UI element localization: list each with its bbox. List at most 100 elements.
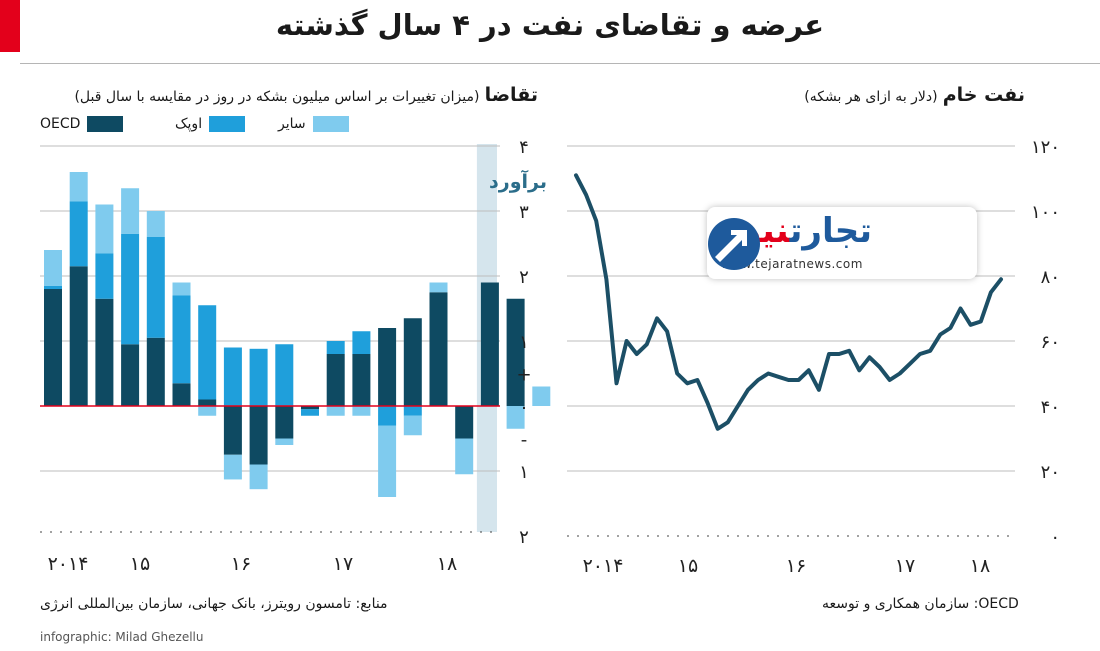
accent-bar <box>0 0 20 52</box>
bar-other <box>249 464 268 490</box>
bar-opec <box>301 409 319 416</box>
y-tick-label: ۶۰ <box>1041 332 1060 353</box>
bar-oecd <box>429 292 448 406</box>
x-tick-label: ۱۸ <box>437 553 457 575</box>
y-tick-label: ۸۰ <box>1041 267 1060 288</box>
bar-other <box>95 204 114 254</box>
logo-globe-icon <box>708 218 760 270</box>
bar-opec <box>69 201 88 267</box>
bar-oecd <box>198 399 217 406</box>
title-divider <box>20 63 1100 64</box>
y-tick-label: ۲ <box>519 267 529 288</box>
bar-other <box>198 406 217 416</box>
bar-oecd <box>249 406 268 465</box>
bar-other <box>506 406 525 429</box>
bar-opec <box>403 406 422 416</box>
bar-oecd <box>403 318 422 406</box>
bar-oecd <box>44 289 62 406</box>
bar-oecd <box>301 406 319 410</box>
price-chart-subtitle: (دلار به ازای هر بشکه) <box>804 89 938 105</box>
bar-opec <box>326 341 345 354</box>
bar-oecd <box>455 406 474 439</box>
bar-opec <box>352 331 371 354</box>
x-tick-label: ۱۶ <box>231 553 251 575</box>
bar-opec <box>223 347 242 406</box>
bar-opec <box>146 237 165 338</box>
y-tick-label: ۰ <box>1050 527 1060 548</box>
bar-other <box>69 172 88 202</box>
x-tick-label: ۱۷ <box>333 553 353 575</box>
legend-swatch-oecd <box>87 116 124 132</box>
bar-oecd <box>223 406 242 455</box>
price-chart-title: نفت خام <box>942 84 1025 106</box>
legend-item-other: سایر <box>278 116 349 132</box>
bar-other <box>352 406 371 416</box>
bar-oecd <box>326 354 345 406</box>
demand-chart-header: تقاضا (میزان تغییرات بر اساس میلیون بشکه… <box>8 84 538 106</box>
logo-url: www.tejaratnews.com <box>721 257 863 271</box>
infographic-credit: infographic: Milad Ghezellu <box>40 630 204 644</box>
chart-legend: OECD اوپک سایر <box>40 116 349 138</box>
y-tick-label: - <box>521 430 528 451</box>
x-tick-label: ۱۷ <box>895 555 915 577</box>
y-tick-label: ۴ <box>519 137 529 158</box>
legend-swatch-opec <box>209 116 246 132</box>
tejaratnews-logo: تجارتنیوز www.tejaratnews.com <box>707 207 977 279</box>
oil-price-line-chart: ۱۲۰ ۱۰۰ ۸۰ ۶۰ ۴۰ ۲۰ ۰ ۲۰۱۴ ۱۵ ۱۶ ۱۷ ۱۸ <box>567 137 1060 577</box>
legend-item-oecd: OECD <box>40 116 124 132</box>
bar-oecd <box>121 344 140 406</box>
logo-name-blue: تجارت <box>789 211 873 251</box>
legend-label-oecd: OECD <box>40 116 81 132</box>
bar-opec <box>95 253 114 299</box>
x-tick-label: ۱۵ <box>678 555 698 577</box>
y-tick-label: + <box>516 365 531 386</box>
forecast-label: برآورد <box>489 169 547 193</box>
y-tick-label: ۱۰۰ <box>1031 202 1060 223</box>
bar-opec <box>198 305 217 400</box>
y-tick-label: ۳ <box>519 202 529 223</box>
bar-opec <box>249 348 268 406</box>
x-tick-label: ۱۸ <box>970 555 990 577</box>
source-note: منابع: تامسون رویترز، بانک جهانی، سازمان… <box>40 596 388 612</box>
y-tick-label: ۱۲۰ <box>1031 137 1060 158</box>
bar-oecd <box>275 406 294 439</box>
y-tick-label: ۴۰ <box>1041 397 1060 418</box>
bar-opec <box>172 295 191 384</box>
bar-other <box>146 211 165 237</box>
demand-chart-subtitle: (میزان تغییرات بر اساس میلیون بشکه در رو… <box>74 89 480 105</box>
demand-chart-title: تقاضا <box>484 84 538 106</box>
price-line <box>574 173 1003 431</box>
legend-label-other: سایر <box>278 116 306 132</box>
bar-opec <box>44 285 62 289</box>
bar-opec <box>275 344 294 406</box>
x-tick-label: ۲۰۱۴ <box>583 555 624 577</box>
demand-bar-chart: برآورد ۴ ۳ ۲ ۱ +۰ - ۱ ۲ ۲۰۱۴ ۱۵ ۱۶ ۱۷ ۱۸ <box>40 137 551 575</box>
bar-oecd <box>69 266 88 406</box>
bar-opec <box>121 233 140 345</box>
page-title: عرضه و تقاضای نفت در ۴ سال گذشته <box>275 8 825 42</box>
y-tick-label: ۰ <box>519 397 529 418</box>
y-tick-label: ۱ <box>519 462 529 483</box>
x-tick-label: ۲۰۱۴ <box>48 553 89 575</box>
legend-label-opec: اوپک <box>175 116 203 132</box>
bar-opec <box>378 406 397 426</box>
legend-swatch-other <box>312 116 349 132</box>
y-tick-label: ۲۰ <box>1041 462 1060 483</box>
y-tick-label: ۱ <box>519 332 529 353</box>
bar-oecd <box>146 337 165 406</box>
bar-oecd <box>480 282 499 406</box>
bar-other <box>532 386 551 406</box>
x-tick-label: ۱۶ <box>786 555 806 577</box>
bar-oecd <box>506 298 525 406</box>
legend-item-opec: اوپک <box>175 116 246 132</box>
bar-other <box>403 415 422 436</box>
bar-other <box>378 425 397 497</box>
bar-oecd <box>95 298 114 406</box>
x-tick-label: ۱۵ <box>130 553 150 575</box>
oecd-note: OECD: سازمان همکاری و توسعه <box>822 596 1019 612</box>
bar-oecd <box>352 354 371 406</box>
bar-other <box>455 438 474 475</box>
bar-other <box>326 406 345 416</box>
bar-other <box>429 282 448 293</box>
